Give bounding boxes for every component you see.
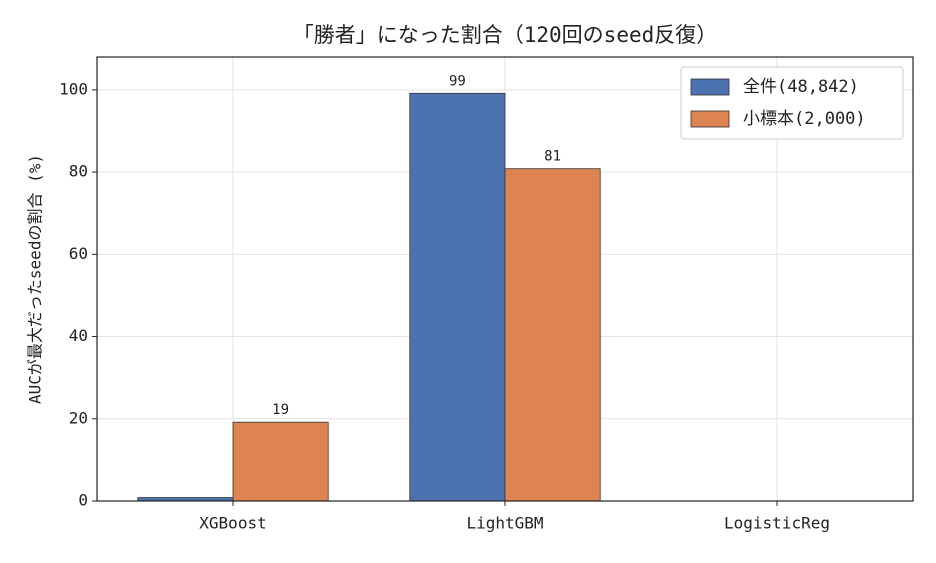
- y-tick-label: 60: [69, 244, 88, 263]
- legend-label: 小標本(2,000): [743, 109, 866, 129]
- bar: [504, 168, 601, 502]
- y-tick-label: 40: [69, 326, 88, 345]
- y-tick-label: 0: [78, 491, 88, 510]
- plot-frame: [96, 56, 914, 502]
- chart-title: 「勝者」になった割合（120回のseed反復）: [293, 23, 718, 47]
- legend-swatch: [690, 110, 730, 128]
- y-tick-label: 20: [69, 408, 88, 427]
- y-tick-label: 80: [69, 162, 88, 181]
- legend-box: [680, 66, 904, 140]
- bar: [232, 421, 329, 502]
- bar: [409, 92, 506, 502]
- x-tick-label: LogisticReg: [724, 514, 830, 533]
- data-label: 81: [544, 149, 561, 165]
- legend-label: 全件(48,842): [743, 77, 859, 97]
- data-label: 19: [272, 402, 289, 418]
- data-label: 99: [449, 73, 466, 89]
- x-tick-label: XGBoost: [199, 514, 266, 533]
- legend-swatch: [690, 78, 730, 96]
- x-tick-label: LightGBM: [466, 514, 543, 533]
- y-tick-label: 100: [59, 79, 88, 98]
- y-axis-label: AUCが最大だったseedの割合 (%): [26, 154, 45, 404]
